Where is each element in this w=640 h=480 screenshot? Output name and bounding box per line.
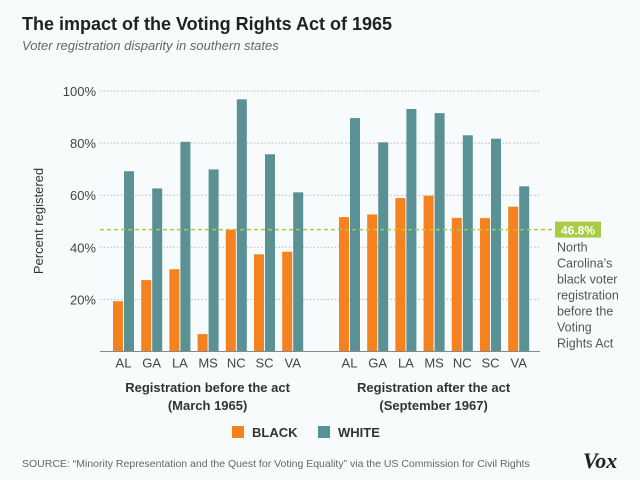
y-tick-label: 20% xyxy=(70,292,96,307)
bar-white-sc xyxy=(265,154,275,352)
bar-white-sc xyxy=(491,138,501,352)
bar-black-sc xyxy=(480,218,490,352)
x-tick-label: GA xyxy=(142,356,161,371)
y-tick-label: 40% xyxy=(70,240,96,255)
reference-label-box xyxy=(555,221,601,238)
group-label: Registration before the act xyxy=(125,380,290,395)
reference-annotation-line: before the xyxy=(557,305,613,319)
bar-black-al xyxy=(339,217,349,352)
bar-black-nc xyxy=(451,217,462,352)
bar-white-ms xyxy=(434,113,445,352)
reference-annotation-line: Voting xyxy=(557,321,592,335)
x-tick-label: GA xyxy=(368,356,387,371)
reference-annotation-line: Rights Act xyxy=(557,337,614,351)
group-sublabel: (September 1967) xyxy=(379,398,487,413)
legend-label-black: BLACK xyxy=(252,425,298,440)
x-tick-label: MS xyxy=(424,356,444,371)
x-tick-label: SC xyxy=(481,356,499,371)
reference-annotation-line: Carolina’s xyxy=(557,257,612,271)
bar-black-ga xyxy=(141,280,152,352)
x-tick-label: MS xyxy=(198,356,218,371)
chart-title: The impact of the Voting Rights Act of 1… xyxy=(22,14,393,34)
bar-black-va xyxy=(282,251,293,352)
bar-white-ga xyxy=(152,188,163,352)
bar-black-la xyxy=(395,198,406,352)
bar-white-la xyxy=(180,141,191,352)
bar-black-ms xyxy=(423,195,434,352)
reference-label: 46.8% xyxy=(561,224,595,238)
group-label: Registration after the act xyxy=(357,380,511,395)
bar-black-la xyxy=(169,269,180,352)
bar-black-ms xyxy=(197,334,208,352)
legend-swatch-black xyxy=(232,426,244,438)
chart-subtitle: Voter registration disparity in southern… xyxy=(22,38,279,53)
y-tick-label: 100% xyxy=(63,84,97,99)
bar-black-va xyxy=(508,206,519,352)
bar-black-sc xyxy=(254,254,264,352)
reference-annotation-line: North xyxy=(557,241,588,255)
x-tick-label: VA xyxy=(511,356,528,371)
bar-black-nc xyxy=(225,229,236,352)
legend-swatch-white xyxy=(318,426,330,438)
bar-white-va xyxy=(519,186,530,352)
bar-white-ms xyxy=(208,169,219,352)
bar-white-al xyxy=(124,171,134,352)
y-tick-label: 80% xyxy=(70,136,96,151)
x-tick-label: AL xyxy=(116,356,132,371)
group-sublabel: (March 1965) xyxy=(168,398,247,413)
x-tick-label: SC xyxy=(255,356,273,371)
bar-black-ga xyxy=(367,214,378,352)
bar-black-al xyxy=(113,301,123,352)
vox-logo: Vox xyxy=(583,448,618,473)
source-note: SOURCE: “Minority Representation and the… xyxy=(22,458,530,470)
y-tick-label: 60% xyxy=(70,188,96,203)
bar-white-nc xyxy=(236,99,247,352)
x-tick-label: AL xyxy=(342,356,358,371)
bar-white-al xyxy=(350,118,360,352)
y-axis-label: Percent registered xyxy=(31,168,46,274)
x-tick-label: LA xyxy=(172,356,188,371)
bar-white-ga xyxy=(378,142,389,352)
x-tick-label: NC xyxy=(227,356,246,371)
reference-annotation-line: black voter xyxy=(557,273,617,287)
legend-label-white: WHITE xyxy=(338,425,380,440)
x-tick-label: NC xyxy=(453,356,472,371)
bar-white-va xyxy=(293,192,304,352)
bar-white-nc xyxy=(462,135,473,352)
x-tick-label: VA xyxy=(285,356,302,371)
x-tick-label: LA xyxy=(398,356,414,371)
reference-annotation-line: registration xyxy=(557,289,619,303)
